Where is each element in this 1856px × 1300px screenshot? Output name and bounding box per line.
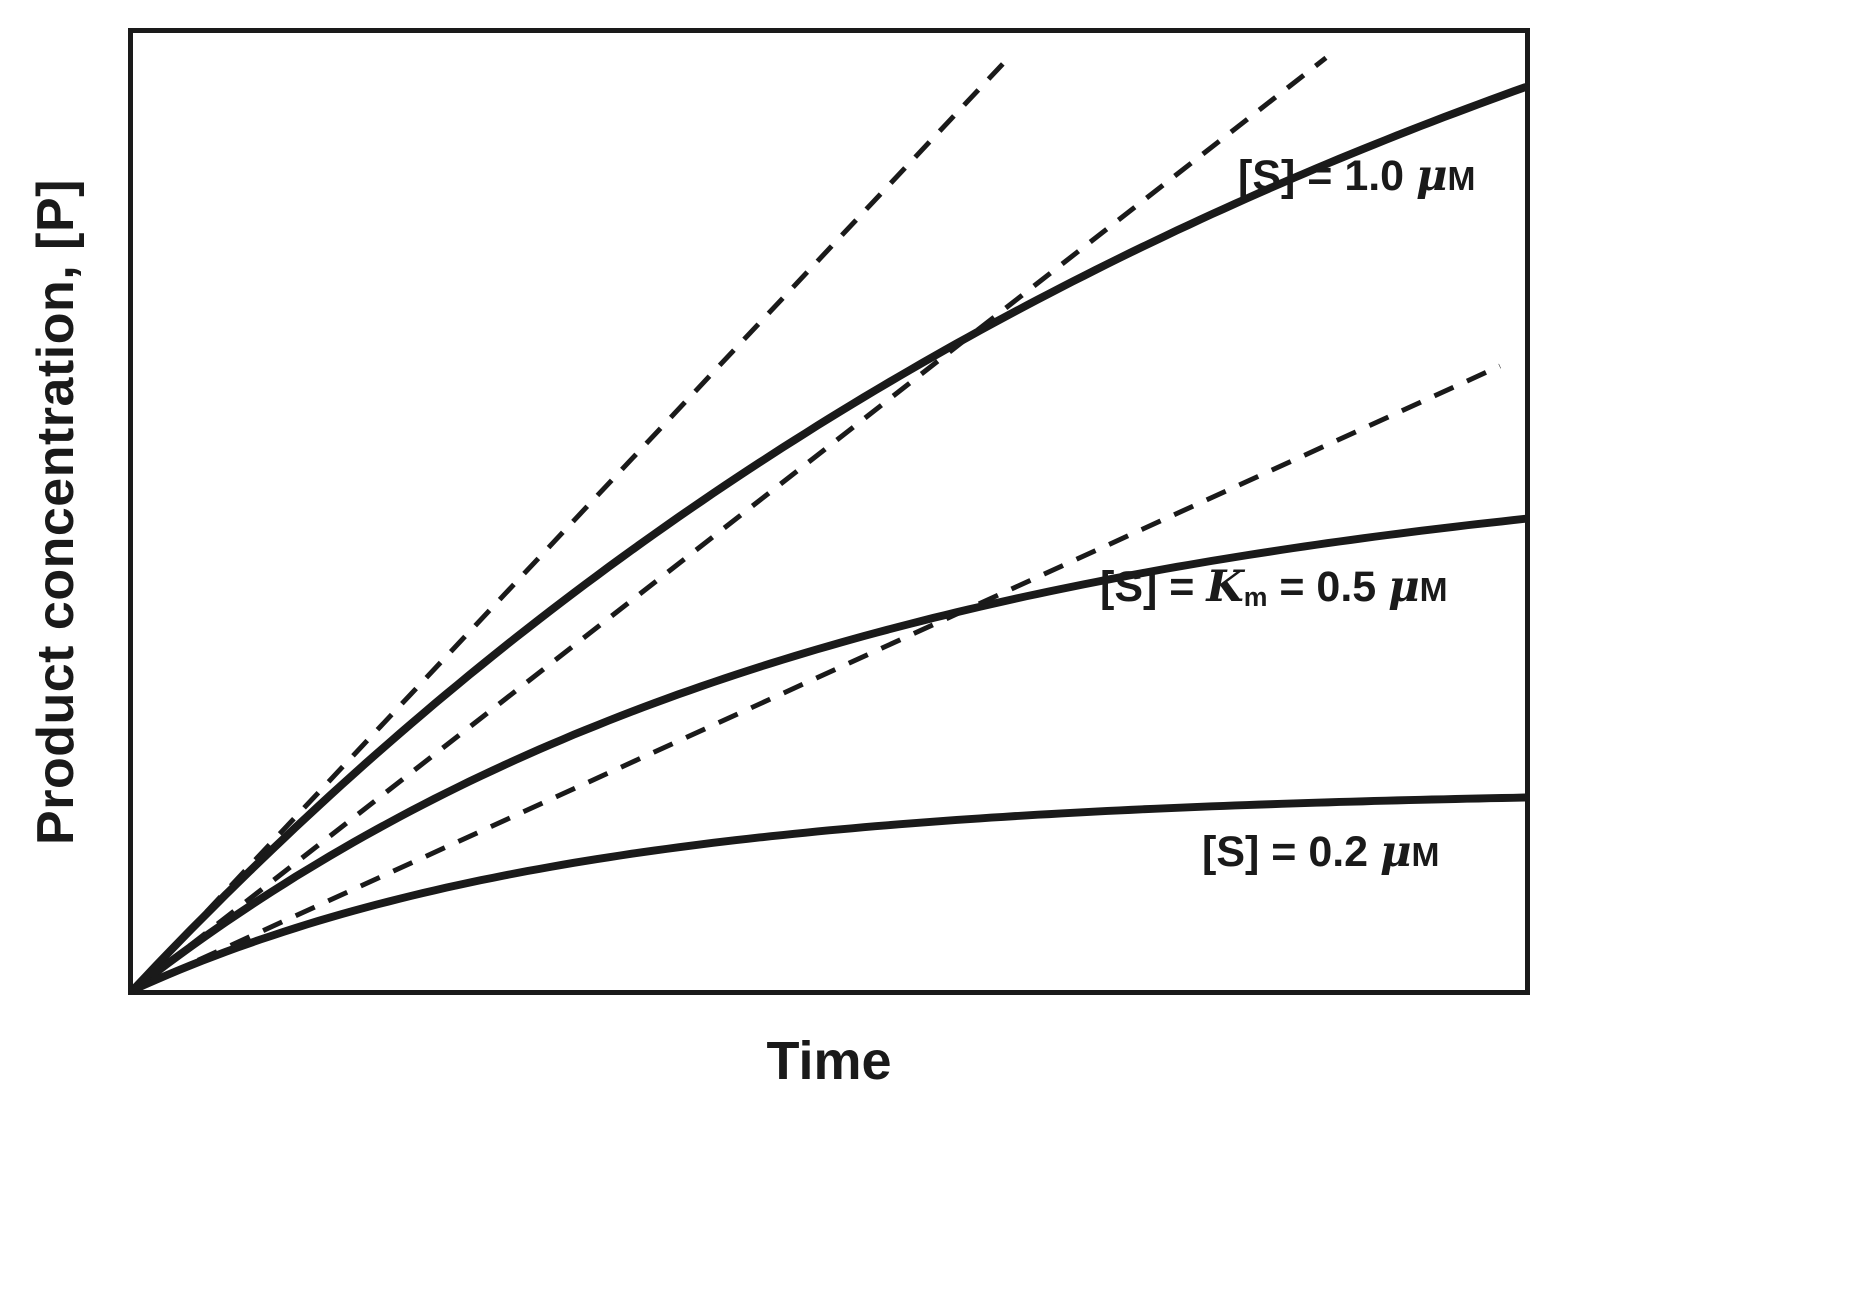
series-label-s10-text: [S] = 1.0	[1238, 152, 1417, 200]
series-label-s02: [S] = 0.2 μM	[1202, 831, 1439, 874]
initial-velocity-tangent-s02	[131, 363, 1501, 993]
y-axis-label-wrap: Product concentration, [P]	[8, 28, 104, 995]
molar-unit: M	[1447, 161, 1476, 198]
initial-velocity-tangent-s05	[131, 55, 1328, 992]
series-label-s02-text: [S] = 0.2	[1202, 828, 1381, 876]
molar-unit: M	[1411, 837, 1440, 874]
initial-velocity-tangent-s10	[131, 59, 1008, 992]
x-axis-label: Time	[766, 1031, 892, 1091]
mu-symbol: μ	[1380, 827, 1412, 877]
mu-symbol: μ	[1388, 562, 1420, 612]
series-label-s10: [S] = 1.0 μM	[1238, 155, 1475, 198]
series-label-s05-text: [S] =	[1100, 563, 1207, 611]
series-label-s05: [S] = Km = 0.5 μM	[1100, 563, 1448, 612]
plot-svg	[129, 55, 1529, 994]
progress-curve-s05	[129, 514, 1529, 994]
progress-curve-s02	[129, 793, 1529, 994]
mu-symbol: μ	[1416, 151, 1448, 201]
y-axis-label: Product concentration, [P]	[27, 178, 86, 845]
km-symbol: K	[1206, 562, 1244, 612]
progress-curve-s10	[129, 83, 1529, 994]
km-subscript: m	[1243, 581, 1268, 612]
molar-unit: M	[1419, 572, 1448, 609]
series-label-s05-value: = 0.5	[1267, 563, 1389, 611]
plot-area	[128, 28, 1530, 995]
